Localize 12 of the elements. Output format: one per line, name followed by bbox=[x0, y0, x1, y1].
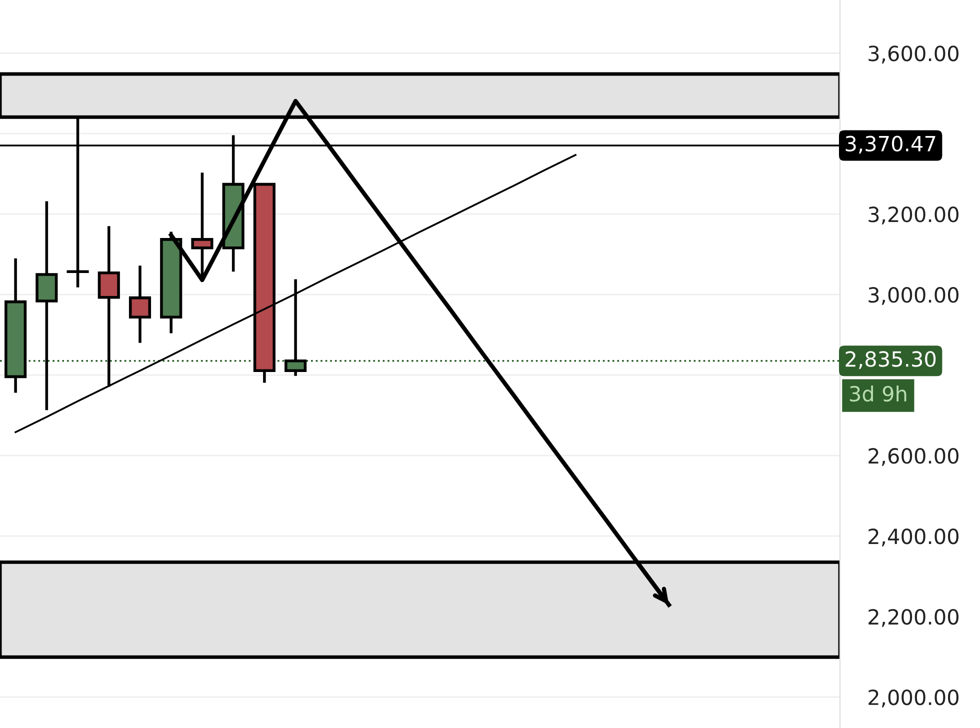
y-tick-label: 3,000.00 bbox=[868, 287, 958, 305]
y-tick-label: 3,600.00 bbox=[868, 46, 958, 64]
text: 3d 9h bbox=[850, 386, 906, 402]
y-tick-label: 2,600.00 bbox=[868, 448, 958, 466]
y-tick-label: 2,200.00 bbox=[868, 608, 958, 627]
ref-line-label: 2,835.30 bbox=[846, 351, 936, 370]
y-tick-label: 2,000.00 bbox=[868, 689, 958, 708]
y-tick-label: 2,400.00 bbox=[868, 528, 958, 546]
ref-line-label: 3,370.47 bbox=[846, 136, 936, 154]
candlestick bbox=[128, 264, 152, 344]
y-tick-label: 3,200.00 bbox=[868, 206, 958, 224]
candlestick bbox=[284, 278, 307, 378]
